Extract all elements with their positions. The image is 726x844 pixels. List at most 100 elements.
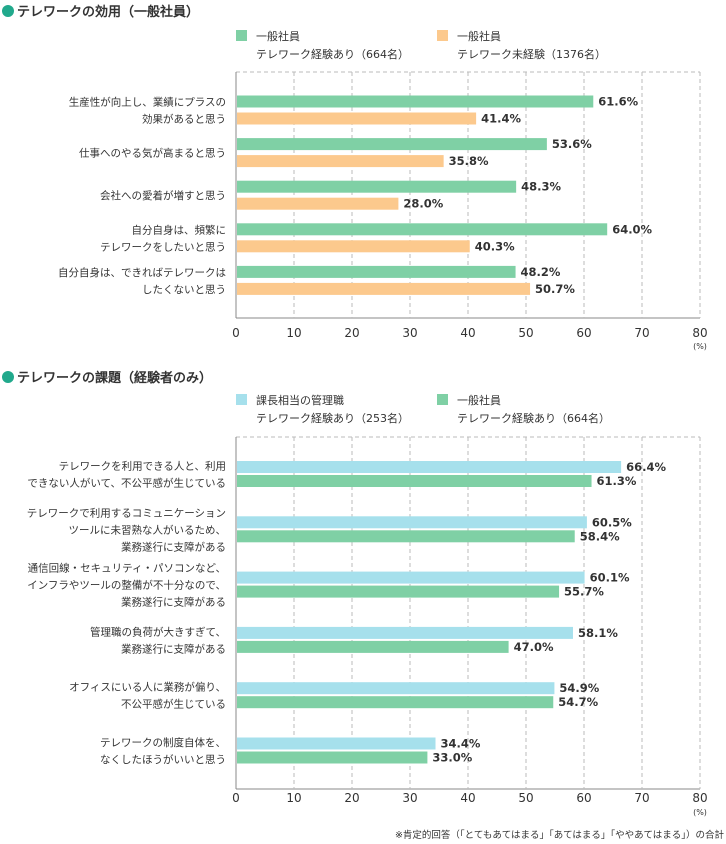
x-unit-label: (%) bbox=[693, 808, 707, 817]
legend-label: テレワーク未経験（1376名） bbox=[457, 47, 606, 61]
data-label: 33.0% bbox=[432, 751, 472, 765]
legend-swatch bbox=[437, 30, 448, 41]
x-unit-label: (%) bbox=[693, 342, 707, 351]
category-label: 業務遂行に支障がある bbox=[121, 540, 226, 553]
data-label: 40.3% bbox=[475, 239, 515, 253]
category-label: 通信回線・セキュリティ・パソコンなど、 bbox=[28, 562, 226, 575]
legend-label: 一般社員 bbox=[256, 29, 300, 43]
bar bbox=[237, 138, 547, 151]
data-label: 58.1% bbox=[578, 626, 618, 640]
category-label: 生産性が向上し、業績にプラスの bbox=[69, 96, 226, 109]
bar bbox=[237, 516, 587, 529]
x-tick-label: 40 bbox=[460, 326, 475, 340]
category-label: 業務遂行に支障がある bbox=[121, 642, 226, 655]
category-label: テレワークをしたいと思う bbox=[100, 241, 226, 253]
title-bullet-icon bbox=[2, 371, 14, 383]
chart-title: テレワークの効用（一般社員） bbox=[17, 4, 199, 20]
x-tick-label: 70 bbox=[634, 791, 649, 805]
bar bbox=[237, 751, 428, 764]
category-label: 自分自身は、できればテレワークは bbox=[58, 266, 226, 279]
bar bbox=[237, 282, 531, 295]
data-label: 61.3% bbox=[597, 474, 637, 488]
data-label: 48.3% bbox=[521, 180, 561, 194]
x-tick-label: 40 bbox=[460, 791, 475, 805]
legend-label: テレワーク経験あり（664名） bbox=[457, 411, 610, 425]
legend-label: 課長相当の管理職 bbox=[256, 393, 344, 407]
data-label: 34.4% bbox=[441, 737, 481, 751]
x-tick-label: 10 bbox=[286, 791, 301, 805]
bar bbox=[237, 475, 592, 487]
legend-label: 一般社員 bbox=[457, 29, 501, 43]
x-tick-label: 60 bbox=[576, 791, 591, 805]
category-label: 会社への愛着が増すと思う bbox=[100, 189, 226, 202]
category-label: 効果があると思う bbox=[142, 113, 226, 126]
data-label: 64.0% bbox=[612, 222, 652, 236]
legend-swatch bbox=[236, 30, 247, 41]
category-label: ツールに未習熟な人がいるため、 bbox=[69, 523, 227, 536]
bar bbox=[237, 265, 516, 278]
category-label: オフィスにいる人に業務が偏り、 bbox=[69, 681, 226, 694]
x-tick-label: 20 bbox=[344, 791, 359, 805]
category-label: インフラやツールの整備が不十分なので、 bbox=[27, 579, 226, 592]
category-label: 業務遂行に支障がある bbox=[121, 596, 226, 609]
x-tick-label: 60 bbox=[576, 326, 591, 340]
x-tick-label: 30 bbox=[402, 326, 417, 340]
chart-title: テレワークの課題（経験者のみ） bbox=[17, 370, 212, 386]
x-tick-label: 80 bbox=[692, 791, 707, 805]
x-tick-label: 30 bbox=[402, 791, 417, 805]
category-label: できない人がいて、不公平感が生じている bbox=[27, 477, 226, 490]
bar bbox=[237, 95, 594, 108]
data-label: 28.0% bbox=[403, 197, 443, 211]
bar bbox=[237, 571, 585, 584]
category-label: 管理職の負荷が大きすぎて、 bbox=[90, 625, 226, 638]
bar bbox=[237, 180, 517, 193]
x-tick-label: 20 bbox=[344, 326, 359, 340]
legend-label: 一般社員 bbox=[457, 393, 501, 407]
category-label: テレワークで利用するコミュニケーション bbox=[27, 507, 226, 519]
bar bbox=[237, 682, 555, 695]
bar bbox=[237, 112, 477, 125]
bar bbox=[237, 197, 399, 210]
bar bbox=[237, 155, 444, 168]
x-tick-label: 50 bbox=[518, 791, 533, 805]
x-tick-label: 0 bbox=[232, 326, 240, 340]
bar bbox=[237, 626, 573, 639]
data-label: 54.7% bbox=[558, 695, 598, 709]
category-label: したくないと思う bbox=[142, 284, 226, 296]
data-label: 35.8% bbox=[449, 154, 489, 168]
data-label: 55.7% bbox=[564, 585, 604, 599]
title-bullet-icon bbox=[2, 5, 14, 17]
data-label: 41.4% bbox=[481, 112, 521, 126]
data-label: 60.1% bbox=[590, 571, 630, 585]
data-label: 53.6% bbox=[552, 137, 592, 151]
bar bbox=[237, 640, 509, 653]
legend-label: テレワーク経験あり（664名） bbox=[256, 47, 409, 61]
x-tick-label: 0 bbox=[232, 791, 240, 805]
bar bbox=[237, 240, 470, 253]
category-label: 仕事へのやる気が高まると思う bbox=[79, 147, 226, 160]
x-tick-label: 10 bbox=[286, 326, 301, 340]
data-label: 48.2% bbox=[521, 265, 561, 279]
data-label: 47.0% bbox=[514, 640, 554, 654]
category-label: 不公平感が生じている bbox=[121, 698, 226, 711]
bar bbox=[237, 461, 622, 473]
bar bbox=[237, 696, 554, 709]
footnote: ※肯定的回答（「とてもあてはまる」「あてはまる」「ややあてはまる」）の合計 bbox=[395, 829, 725, 841]
data-label: 58.4% bbox=[580, 529, 620, 543]
category-label: テレワークを利用できる人と、利用 bbox=[59, 461, 226, 473]
data-label: 60.5% bbox=[592, 515, 632, 529]
data-label: 50.7% bbox=[535, 282, 575, 296]
data-label: 54.9% bbox=[559, 681, 599, 695]
x-tick-label: 50 bbox=[518, 326, 533, 340]
category-label: 自分自身は、頻繁に bbox=[132, 223, 227, 236]
bar bbox=[237, 737, 436, 750]
x-tick-label: 70 bbox=[634, 326, 649, 340]
category-label: なくしたほうがいいと思う bbox=[100, 753, 226, 766]
x-tick-label: 80 bbox=[692, 326, 707, 340]
data-label: 61.6% bbox=[598, 95, 638, 109]
bar bbox=[237, 530, 575, 543]
legend-swatch bbox=[236, 394, 247, 405]
category-label: テレワークの制度自体を、 bbox=[100, 736, 226, 749]
